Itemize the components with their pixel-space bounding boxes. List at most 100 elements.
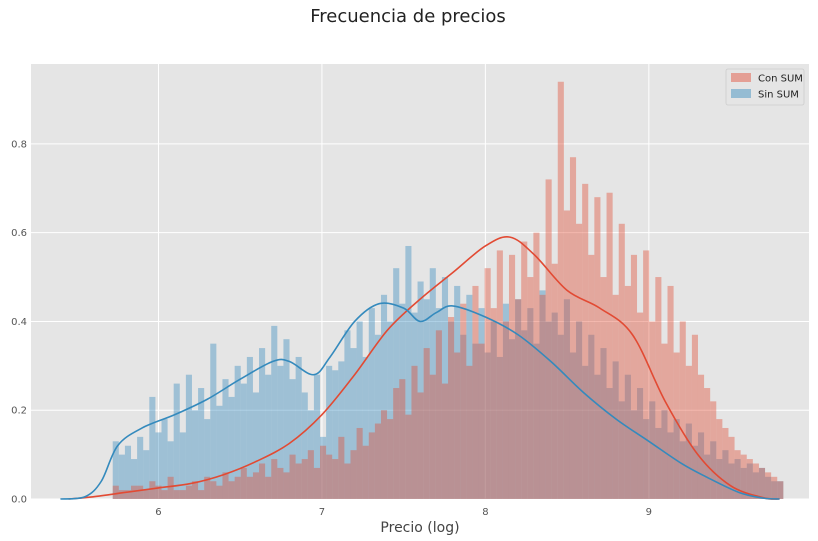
bar-con-sum-51: [423, 348, 430, 499]
bar-con-sum-67: [521, 241, 528, 499]
bar-sin-sum-41: [362, 356, 369, 499]
bar-sin-sum-60: [478, 308, 485, 499]
bar-sin-sum-37: [338, 361, 345, 499]
bar-con-sum-86: [637, 312, 644, 499]
bar-sin-sum-13: [191, 410, 199, 499]
bar-con-sum-43: [374, 423, 381, 499]
bar-con-sum-59: [472, 285, 479, 499]
bar-sin-sum-14: [198, 388, 205, 499]
bar-sin-sum-85: [630, 410, 638, 499]
bar-sin-sum-68: [527, 308, 534, 499]
bar-con-sum-107: [765, 472, 772, 499]
bar-sin-sum-73: [557, 334, 564, 499]
bar-con-sum-26: [271, 459, 278, 499]
bar-sin-sum-74: [563, 299, 570, 499]
bar-con-sum-72: [551, 263, 558, 499]
bar-con-sum-20: [234, 476, 241, 499]
bar-con-sum-33: [313, 467, 321, 499]
bar-con-sum-74: [563, 210, 570, 499]
legend-swatch-con-sum: [731, 73, 751, 82]
bar-sin-sum-107: [765, 476, 772, 499]
bar-con-sum-97: [704, 388, 711, 499]
bar-con-sum-104: [746, 459, 753, 499]
y-tick-label: 0.8: [11, 139, 27, 150]
bar-sin-sum-55: [448, 321, 455, 499]
bar-con-sum-27: [277, 467, 284, 499]
bar-sin-sum-6: [149, 396, 156, 499]
legend-label-con-sum: Con SUM: [758, 74, 803, 85]
bar-con-sum-44: [380, 410, 388, 499]
bar-sin-sum-103: [740, 467, 747, 499]
bar-con-sum-96: [697, 374, 705, 499]
bar-sin-sum-67: [521, 330, 528, 499]
bar-sin-sum-84: [624, 374, 631, 499]
bar-sin-sum-100: [722, 450, 729, 499]
bar-sin-sum-70: [539, 290, 546, 499]
bar-sin-sum-51: [423, 299, 430, 499]
bar-sin-sum-109: [777, 481, 784, 499]
bar-sin-sum-8: [161, 419, 168, 499]
bar-sin-sum-24: [259, 348, 266, 499]
y-tick-label: 0.0: [11, 495, 27, 506]
bar-sin-sum-96: [697, 432, 705, 499]
bar-con-sum-76: [576, 223, 583, 500]
bar-con-sum-46: [393, 388, 400, 499]
bar-sin-sum-15: [204, 419, 211, 499]
bar-con-sum-48: [405, 414, 412, 499]
series-sin-sum-bars: [112, 245, 784, 499]
bar-con-sum-45: [387, 419, 394, 499]
bar-con-sum-71: [545, 179, 552, 500]
bar-sin-sum-0: [112, 441, 119, 499]
bar-con-sum-10: [173, 490, 180, 499]
bar-sin-sum-48: [405, 245, 412, 499]
bar-sin-sum-12: [185, 374, 192, 499]
bar-con-sum-98: [710, 401, 717, 499]
bar-sin-sum-33: [313, 374, 321, 499]
bar-con-sum-19: [228, 481, 235, 499]
bar-sin-sum-105: [752, 472, 759, 499]
bar-sin-sum-108: [771, 481, 778, 499]
bar-sin-sum-76: [576, 321, 583, 499]
bar-con-sum-73: [557, 81, 564, 500]
bar-sin-sum-64: [502, 303, 509, 499]
bar-con-sum-83: [618, 223, 625, 500]
bar-con-sum-5: [143, 490, 150, 499]
bar-con-sum-91: [667, 285, 674, 499]
bar-con-sum-34: [320, 445, 327, 499]
bar-con-sum-54: [441, 383, 449, 499]
bar-sin-sum-49: [411, 312, 418, 499]
bar-sin-sum-2: [124, 445, 132, 499]
bar-con-sum-29: [289, 454, 296, 499]
x-axis-ticks: 6 7 8 9: [155, 507, 652, 518]
bar-sin-sum-43: [374, 334, 381, 499]
bar-con-sum-82: [612, 294, 619, 499]
bar-sin-sum-46: [393, 268, 400, 499]
bar-sin-sum-63: [496, 356, 503, 499]
bar-con-sum-78: [588, 254, 595, 499]
bar-sin-sum-10: [173, 383, 180, 499]
bar-con-sum-14: [198, 490, 205, 499]
bar-sin-sum-102: [734, 459, 741, 499]
legend-box: [725, 68, 805, 106]
bar-con-sum-39: [350, 450, 357, 499]
bar-con-sum-13: [191, 481, 199, 499]
bar-sin-sum-53: [435, 308, 442, 499]
bar-sin-sum-82: [612, 361, 619, 499]
bar-con-sum-18: [222, 472, 229, 499]
bar-con-sum-94: [685, 365, 692, 499]
bar-con-sum-55: [448, 317, 455, 499]
bar-sin-sum-77: [582, 365, 589, 499]
bar-sin-sum-90: [661, 410, 668, 499]
bar-sin-sum-42: [368, 308, 375, 499]
bar-sin-sum-92: [673, 419, 680, 499]
bar-sin-sum-61: [484, 352, 491, 499]
bar-con-sum-22: [246, 476, 253, 499]
bar-con-sum-56: [454, 352, 461, 499]
bar-con-sum-3: [131, 485, 138, 499]
x-tick-label: 6: [155, 507, 161, 518]
bar-sin-sum-16: [210, 343, 217, 499]
bar-con-sum-36: [332, 459, 339, 499]
bar-con-sum-38: [344, 463, 351, 499]
bar-con-sum-66: [515, 299, 522, 499]
bar-con-sum-28: [283, 472, 290, 499]
